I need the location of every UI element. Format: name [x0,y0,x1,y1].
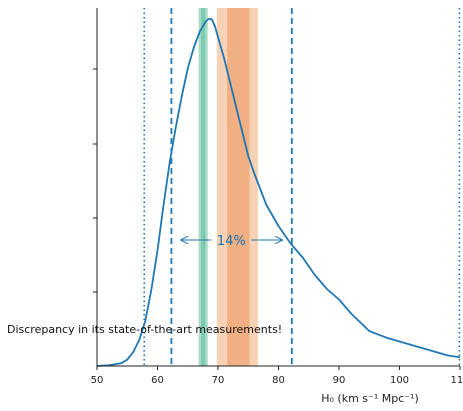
series-line-0 [96,17,461,367]
measurement-band-3 [227,8,250,366]
band-layer [198,8,258,366]
x-tick-label: 80 [272,375,285,386]
axes: 50 60 70 80 90 100 110 [91,8,463,386]
x-tick-label: 70 [212,375,225,386]
x-tick-label: 90 [333,375,346,386]
vertical-line-layer [143,8,461,366]
measurement-band-1 [201,8,206,366]
x-tick-label: 60 [151,375,164,386]
discrepancy-percent-label: 14% [217,234,246,249]
x-tick-label: 110 [450,375,463,386]
discrepancy-caption: Discrepancy in its state-of-the-art meas… [7,323,282,336]
x-tick-label: 100 [390,375,409,386]
x-axis-label: H₀ (km s⁻¹ Mpc⁻¹) [321,392,419,405]
annotation-layer: 14% Discrepancy in its state-of-the-art m… [7,234,282,336]
series-layer [96,17,461,367]
x-tick-label: 50 [91,375,104,386]
